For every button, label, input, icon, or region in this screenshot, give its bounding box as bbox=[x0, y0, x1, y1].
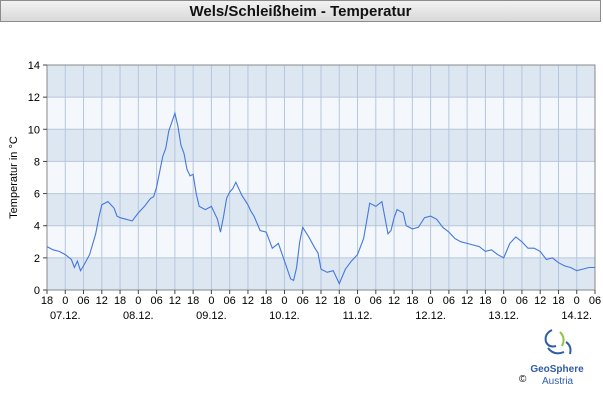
y-axis-title: Temperatur in °C bbox=[8, 136, 20, 219]
date-label: 07.12. bbox=[50, 310, 81, 322]
x-tick-label: 0 bbox=[501, 295, 507, 307]
date-label: 13.12. bbox=[488, 310, 519, 322]
x-tick-label: 12 bbox=[388, 295, 400, 307]
date-label: 10.12. bbox=[269, 310, 300, 322]
date-label: 14.12. bbox=[561, 310, 592, 322]
date-label: 09.12. bbox=[196, 310, 227, 322]
x-tick-label: 12 bbox=[96, 295, 108, 307]
x-tick-label: 12 bbox=[315, 295, 327, 307]
logo-name: GeoSphere bbox=[530, 364, 584, 375]
x-tick-label: 12 bbox=[242, 295, 254, 307]
x-tick-label: 12 bbox=[534, 295, 546, 307]
x-tick-label: 18 bbox=[479, 295, 491, 307]
date-label: 08.12. bbox=[123, 310, 154, 322]
date-labels: 07.12. 08.12. 09.12. 10.12. 11.12. 12.12. 13.1… bbox=[50, 310, 592, 322]
y-tick-label: 8 bbox=[34, 156, 40, 168]
series-line bbox=[46, 111, 595, 285]
x-tick-label: 12 bbox=[461, 295, 473, 307]
y-tick-label: 0 bbox=[34, 285, 40, 297]
x-tick-label: 0 bbox=[354, 295, 360, 307]
x-tick-label: 06 bbox=[516, 295, 528, 307]
chart-title-bar: Wels/Schleißheim - Temperatur bbox=[0, 0, 601, 22]
x-tick-label: 06 bbox=[224, 295, 236, 307]
x-tick-label: 18 bbox=[41, 295, 53, 307]
geosphere-logo-mark bbox=[544, 329, 572, 355]
x-tick-label: 18 bbox=[406, 295, 418, 307]
x-tick-label: 0 bbox=[281, 295, 287, 307]
x-tick-label: 18 bbox=[552, 295, 564, 307]
y-tick-label: 12 bbox=[28, 92, 40, 104]
copyright-symbol: © bbox=[519, 374, 527, 385]
y-tick-label: 10 bbox=[28, 124, 40, 136]
logo-subtitle: Austria bbox=[542, 376, 574, 387]
x-tick-label: 0 bbox=[135, 295, 141, 307]
x-axis: 18 0 06 12 18 0 06 12 18 0 06 12 18 0 06 12 18 0 06 12 18 0 06… bbox=[41, 290, 601, 307]
date-label: 12.12. bbox=[415, 310, 446, 322]
x-tick-label: 06 bbox=[589, 295, 601, 307]
y-axis: 0 2 4 6 8 10 12 14 bbox=[28, 60, 47, 297]
chart-title: Wels/Schleißheim - Temperatur bbox=[189, 3, 412, 20]
x-tick-label: 12 bbox=[169, 295, 181, 307]
y-tick-label: 6 bbox=[34, 189, 40, 201]
x-tick-label: 0 bbox=[62, 295, 68, 307]
geosphere-logo: GeoSphere © Austria bbox=[512, 324, 602, 396]
x-tick-label: 0 bbox=[574, 295, 580, 307]
x-tick-label: 06 bbox=[150, 295, 162, 307]
y-tick-label: 2 bbox=[34, 253, 40, 265]
y-tick-label: 4 bbox=[34, 221, 40, 233]
x-tick-label: 18 bbox=[114, 295, 126, 307]
y-tick-label: 14 bbox=[28, 60, 40, 72]
x-tick-label: 18 bbox=[260, 295, 272, 307]
x-tick-label: 18 bbox=[333, 295, 345, 307]
x-tick-label: 18 bbox=[187, 295, 199, 307]
x-tick-label: 0 bbox=[208, 295, 214, 307]
grid-lines bbox=[46, 64, 596, 291]
x-tick-label: 06 bbox=[370, 295, 382, 307]
date-label: 11.12. bbox=[343, 310, 373, 322]
x-tick-label: 06 bbox=[77, 295, 89, 307]
x-tick-label: 06 bbox=[297, 295, 309, 307]
x-tick-label: 06 bbox=[443, 295, 455, 307]
x-tick-label: 0 bbox=[428, 295, 434, 307]
